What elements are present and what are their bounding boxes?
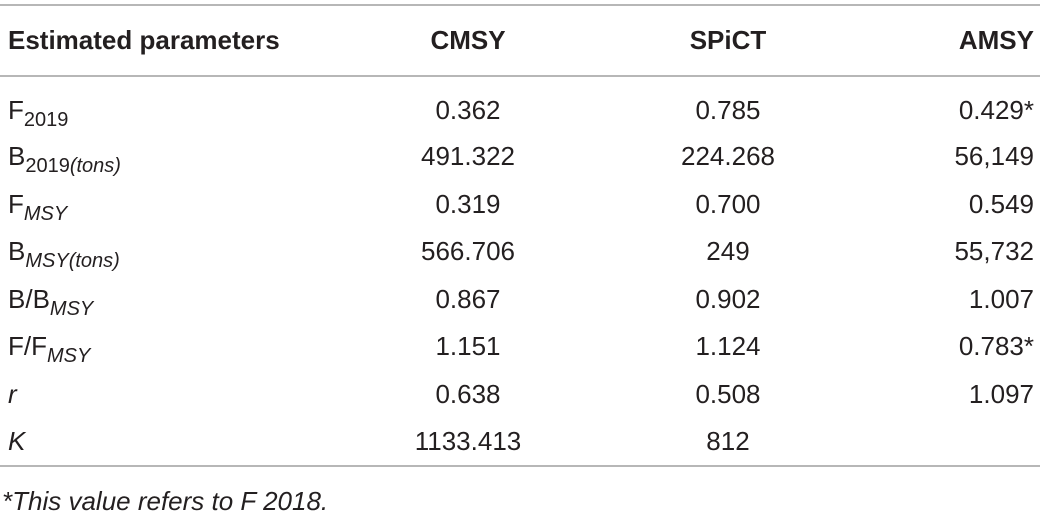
parameter-symbol: B	[8, 141, 26, 172]
amsy-value: 55,732	[954, 236, 1034, 267]
parameter-symbol: F	[8, 188, 24, 219]
spict-value: 0.700	[695, 188, 761, 219]
parameter-name: B2019(tons)	[0, 133, 338, 181]
amsy-value: 0.549	[968, 188, 1034, 219]
table-row: F2019 0.362 0.785 0.429*	[0, 76, 1040, 133]
parameter-name: F/FMSY	[0, 323, 338, 371]
cmsy-value: 566.706	[421, 236, 515, 267]
cmsy-value: 1133.413	[338, 418, 598, 467]
subscript-unit: (tons)	[68, 250, 120, 273]
header-cmsy: CMSY	[338, 4, 598, 77]
cmsy-value: 491.322	[421, 141, 515, 172]
spict-value: 812	[598, 418, 858, 467]
cmsy-value: 0.319	[435, 188, 501, 219]
header-estimated-parameters: Estimated parameters	[0, 4, 338, 77]
amsy-value: 0.783*	[958, 331, 1034, 362]
footnote: *This value refers to F 2018.	[2, 486, 329, 516]
amsy-value: 0.429*	[958, 94, 1034, 125]
amsy-value: 56,149	[954, 141, 1034, 172]
parameter-subscript: 2019(tons)	[25, 155, 121, 177]
parameter-subscript: MSY(tons)	[25, 250, 119, 272]
parameter-subscript: MSY	[47, 345, 90, 367]
spict-value: 0.785	[695, 94, 761, 125]
parameter-symbol: r	[8, 378, 17, 409]
table-row: K 1133.413 812	[0, 418, 1040, 467]
parameter-symbol: K	[8, 425, 26, 456]
table-row: B/BMSY 0.867 0.902 1.007	[0, 276, 1040, 324]
header-amsy: AMSY	[858, 4, 1040, 77]
table-row: BMSY(tons) 566.706 249 55,732	[0, 228, 1040, 276]
spict-value: 0.902	[695, 283, 761, 314]
subscript-text: 2019	[25, 155, 70, 178]
cmsy-value: 1.151	[435, 331, 501, 362]
amsy-value: 1.007	[968, 283, 1034, 314]
table-row: F/FMSY 1.151 1.124 0.783*	[0, 323, 1040, 371]
header-spict: SPiCT	[598, 4, 858, 77]
subscript-text: MSY	[23, 202, 68, 225]
subscript-unit: (tons)	[69, 155, 121, 178]
parameters-table: Estimated parameters CMSY SPiCT AMSY F20…	[0, 4, 1040, 467]
parameter-subscript: MSY	[50, 298, 93, 320]
spict-value: 1.124	[695, 331, 761, 362]
table-row: B2019(tons) 491.322 224.268 56,149	[0, 133, 1040, 181]
parameter-name: B/BMSY	[0, 276, 338, 324]
cmsy-value: 0.867	[435, 283, 501, 314]
cmsy-value: 0.362	[435, 94, 501, 125]
table-row: r 0.638 0.508 1.097	[0, 371, 1040, 419]
parameter-subscript: MSY	[24, 203, 67, 225]
spict-value: 224.268	[681, 141, 775, 172]
spict-value: 249	[706, 236, 750, 267]
parameter-name: F2019	[0, 76, 338, 133]
table-row: FMSY 0.319 0.700 0.549	[0, 181, 1040, 229]
subscript-text: MSY	[25, 250, 69, 273]
parameter-symbol: B	[8, 236, 26, 267]
header-row: Estimated parameters CMSY SPiCT AMSY	[0, 4, 1040, 77]
amsy-value	[858, 418, 1040, 467]
spict-value: 0.508	[695, 378, 761, 409]
parameter-name: FMSY	[0, 181, 338, 229]
parameter-name: r	[0, 371, 338, 419]
parameter-name: BMSY(tons)	[0, 228, 338, 276]
cmsy-value: 0.638	[435, 378, 501, 409]
parameter-subscript: 2019	[24, 109, 69, 131]
amsy-value: 1.097	[968, 378, 1034, 409]
parameter-symbol: F	[8, 94, 24, 125]
subscript-text: 2019	[23, 108, 69, 131]
parameter-symbol: B/B	[8, 283, 50, 314]
parameter-symbol: F/F	[8, 331, 47, 362]
subscript-text: MSY	[49, 297, 94, 320]
parameter-name: K	[0, 418, 338, 467]
subscript-text: MSY	[47, 345, 91, 368]
